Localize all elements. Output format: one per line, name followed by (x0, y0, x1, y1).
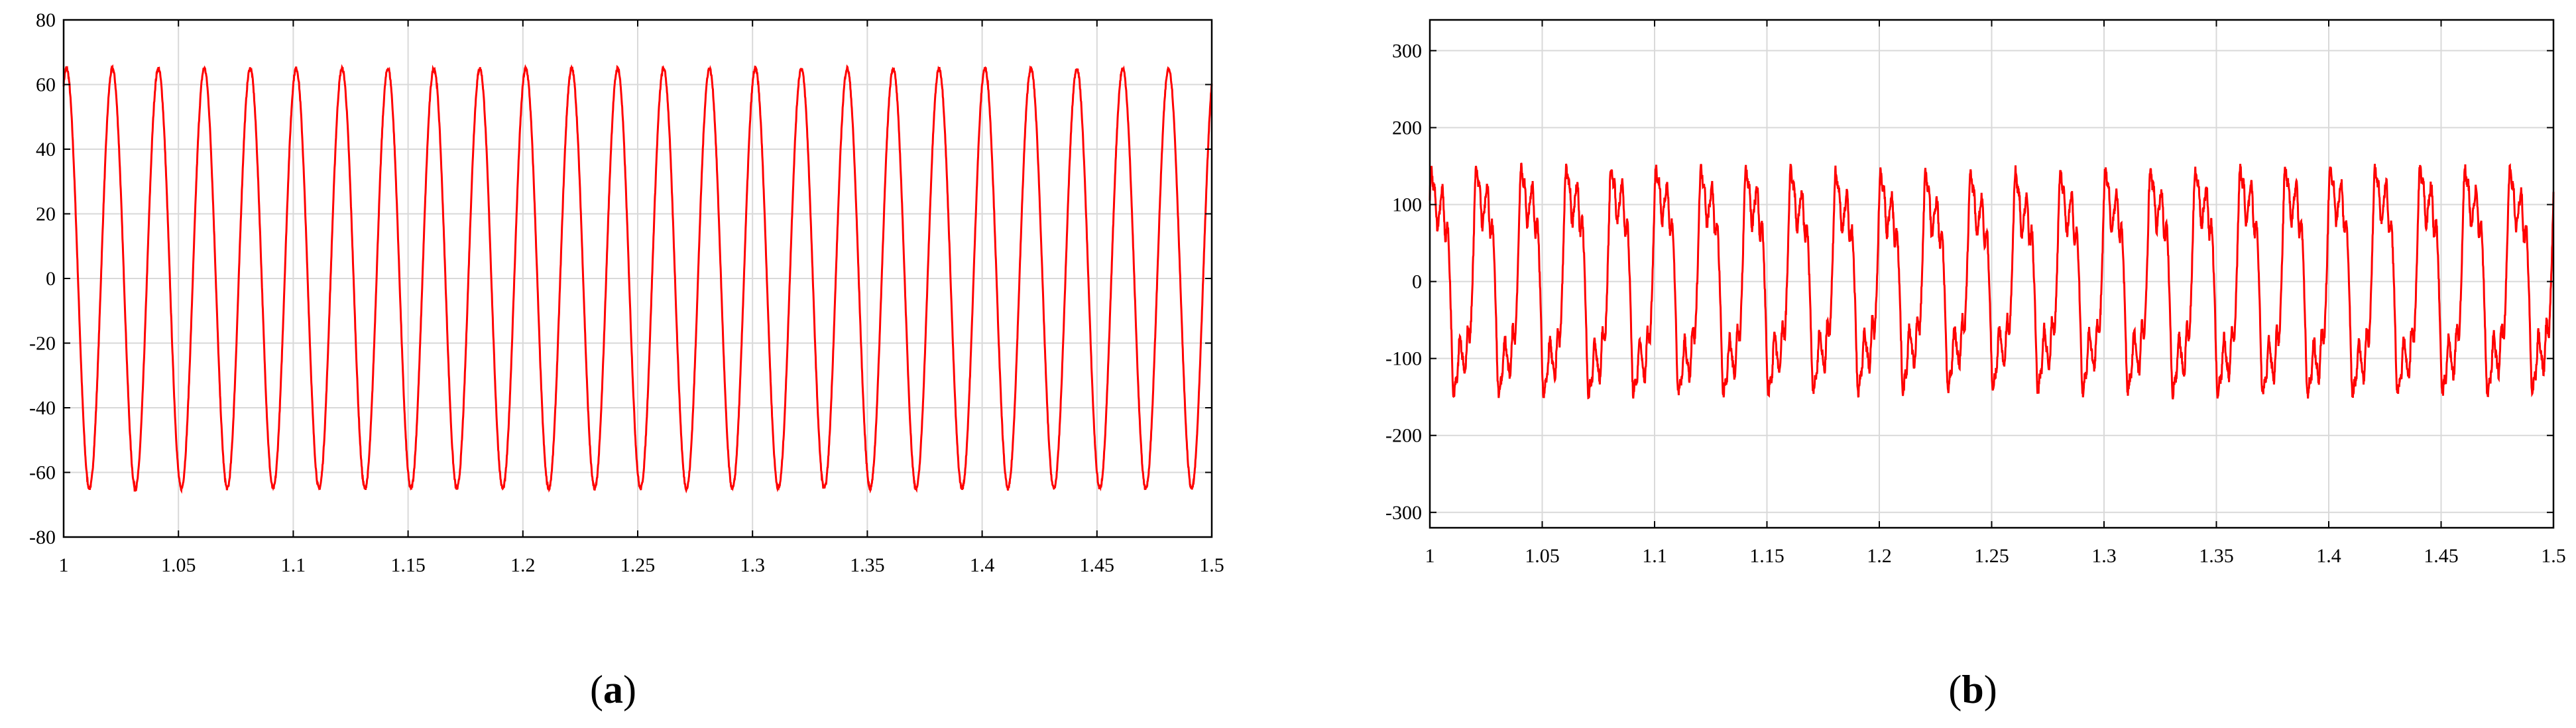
x-tick-label: 1.45 (1080, 554, 1115, 576)
panel-label-a: (a) (590, 668, 636, 711)
y-tick-label: -60 (29, 462, 56, 484)
series-line (1429, 162, 2555, 400)
x-tick-label: 1.15 (1749, 545, 1785, 567)
y-tick-label: 300 (1392, 40, 1422, 62)
chart-a: 1 1.05 1.1 1.15 1.2 1.25 1.3 1.35 1.4 1.45 1.5 80 60… (29, 9, 1224, 576)
y-tick-label: -80 (29, 526, 56, 548)
x-tick-label: 1.2 (1867, 545, 1892, 567)
series-line (62, 64, 1213, 494)
x-axis: 1 1.05 1.1 1.15 1.2 1.25 1.3 1.35 1.4 1.45 1.5 (1425, 20, 2566, 567)
y-tick-label: 40 (36, 139, 56, 160)
x-tick-label: 1.25 (1974, 545, 2009, 567)
y-axis: 80 60 40 20 0 -20 -40 -60 -80 (29, 9, 1212, 548)
x-tick-label: 1.5 (1199, 554, 1224, 576)
panel-label-b: (b) (1948, 668, 1997, 711)
y-tick-label: 0 (1412, 271, 1422, 293)
y-axis: 300 200 100 0 -100 -200 -300 (1385, 40, 2553, 524)
x-tick-label: 1.35 (850, 554, 885, 576)
y-tick-label: -300 (1385, 502, 1422, 524)
y-tick-label: -200 (1385, 425, 1422, 447)
y-tick-label: 100 (1392, 194, 1422, 216)
x-tick-label: 1.2 (510, 554, 536, 576)
x-tick-label: 1.1 (281, 554, 306, 576)
gridlines (1429, 20, 2554, 528)
chart-b: 1 1.05 1.1 1.15 1.2 1.25 1.3 1.35 1.4 1.45 1.5 300 2… (1385, 19, 2566, 567)
x-tick-label: 1.4 (2316, 545, 2341, 567)
y-tick-label: 20 (36, 204, 56, 225)
x-tick-label: 1.1 (1642, 545, 1667, 567)
y-tick-label: -100 (1385, 348, 1422, 370)
y-tick-label: -20 (29, 333, 56, 355)
x-tick-label: 1.3 (740, 554, 765, 576)
y-tick-label: -40 (29, 397, 56, 419)
x-tick-label: 1 (59, 554, 69, 576)
x-tick-label: 1.45 (2424, 545, 2459, 567)
x-tick-label: 1.15 (390, 554, 426, 576)
x-tick-label: 1.25 (620, 554, 656, 576)
x-tick-label: 1.3 (2091, 545, 2117, 567)
x-tick-label: 1.05 (161, 554, 196, 576)
x-tick-label: 1.35 (2199, 545, 2234, 567)
x-tick-label: 1.05 (1525, 545, 1560, 567)
x-tick-label: 1.5 (2541, 545, 2566, 567)
y-tick-label: 0 (46, 268, 56, 290)
y-tick-label: 60 (36, 74, 56, 96)
x-tick-label: 1 (1425, 545, 1435, 567)
x-axis: 1 1.05 1.1 1.15 1.2 1.25 1.3 1.35 1.4 1.45 1.5 (59, 20, 1224, 576)
gridlines (63, 19, 1212, 538)
y-tick-label: 80 (36, 9, 56, 31)
x-tick-label: 1.4 (970, 554, 995, 576)
y-tick-label: 200 (1392, 117, 1422, 139)
